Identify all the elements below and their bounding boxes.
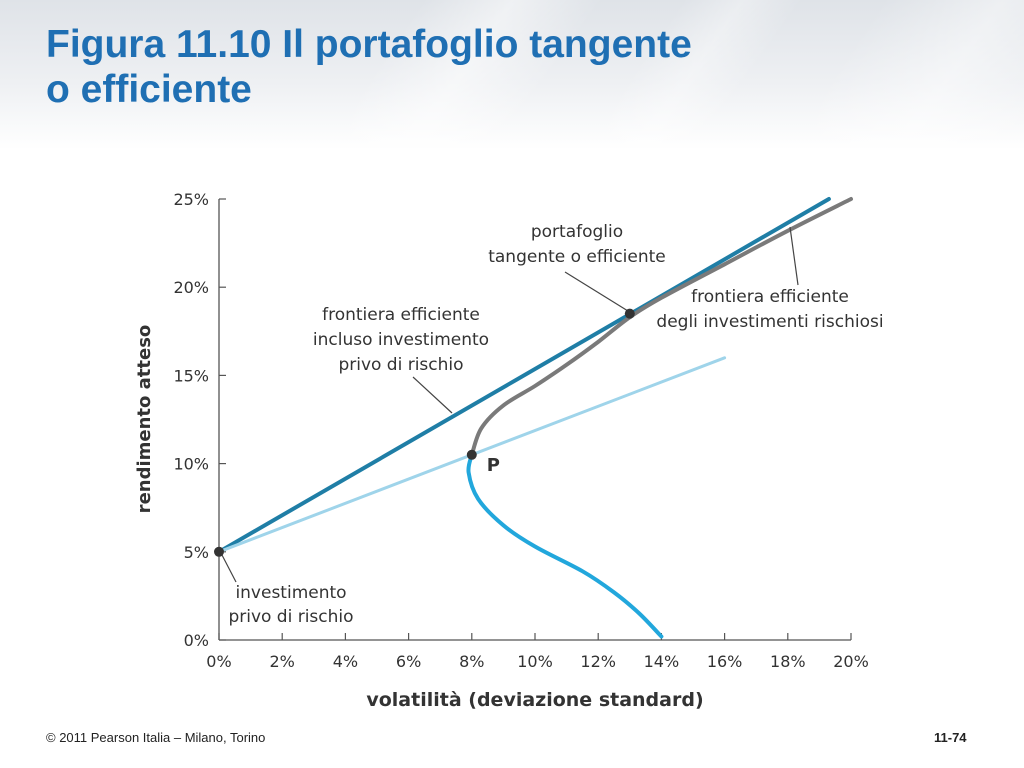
y-tick-label: 25% bbox=[173, 190, 209, 209]
header-band bbox=[0, 0, 1024, 150]
y-tick-label: 20% bbox=[173, 278, 209, 297]
annotation-risky-frontier: degli investimenti rischiosi bbox=[656, 312, 883, 332]
leader-risk-free-asset bbox=[221, 554, 237, 583]
y-tick-label: 0% bbox=[184, 631, 209, 650]
x-tick-label: 10% bbox=[517, 652, 553, 671]
annotation-leaders bbox=[221, 226, 799, 583]
slide-title-line-2: o efficiente bbox=[46, 68, 252, 111]
point-risk-free bbox=[214, 546, 224, 557]
footer-page-number: 11-74 bbox=[934, 730, 967, 745]
y-axis-title: rendimento atteso bbox=[134, 325, 155, 514]
series-line-efficient-frontier-riskfree bbox=[217, 197, 831, 554]
x-axis-title: volatilità (deviazione standard) bbox=[366, 689, 703, 711]
series-line-risky-frontier-upper bbox=[469, 197, 853, 457]
chart-axes: 0% 2% 4% 6% 8% 10% 12% 14% 16% 18% 20% 0% 5% 10% 15% 20… bbox=[134, 190, 869, 711]
point-label-p: P bbox=[487, 455, 500, 476]
series-line-risky-frontier-lower bbox=[466, 452, 664, 639]
annotation-tangent-portfolio: tangente o efficiente bbox=[488, 247, 666, 267]
x-tick-label: 18% bbox=[770, 652, 806, 671]
chart-points bbox=[214, 308, 635, 557]
x-tick-label: 4% bbox=[333, 652, 358, 671]
annotation-risk-free-asset: privo di rischio bbox=[228, 607, 353, 627]
annotation-efficient-frontier-riskfree: frontiera efficiente bbox=[322, 305, 480, 325]
x-tick-label: 20% bbox=[833, 652, 869, 671]
leader-tangent-portfolio bbox=[564, 271, 629, 312]
annotation-risky-frontier: frontiera efficiente bbox=[691, 287, 849, 307]
y-tick-label: 5% bbox=[184, 543, 209, 562]
point-p bbox=[466, 449, 477, 460]
x-tick-label: 0% bbox=[206, 652, 231, 671]
x-tick-label: 12% bbox=[580, 652, 616, 671]
annotation-risk-free-asset: investimento bbox=[235, 583, 346, 603]
x-tick-label: 6% bbox=[396, 652, 421, 671]
y-tick-label: 10% bbox=[173, 455, 209, 474]
slide-title-line-1: Figura 11.10 Il portafoglio tangente bbox=[46, 23, 692, 66]
annotation-efficient-frontier-riskfree: privo di rischio bbox=[338, 355, 463, 375]
point-tangent bbox=[624, 308, 635, 319]
annotation-tangent-portfolio: portafoglio bbox=[531, 222, 623, 242]
y-tick-label: 15% bbox=[173, 366, 209, 385]
leader-risky-frontier bbox=[789, 226, 799, 286]
x-tick-label: 14% bbox=[644, 652, 680, 671]
x-tick-label: 2% bbox=[270, 652, 295, 671]
x-tick-label: 16% bbox=[707, 652, 743, 671]
leader-efficient-frontier-riskfree bbox=[412, 376, 453, 414]
annotation-efficient-frontier-riskfree: incluso investimento bbox=[313, 330, 489, 350]
x-tick-label: 8% bbox=[459, 652, 484, 671]
slide-title: Figura 11.10 Il portafoglio tangente o e… bbox=[46, 22, 692, 112]
footer-copyright: © 2011 Pearson Italia – Milano, Torino bbox=[46, 730, 266, 745]
